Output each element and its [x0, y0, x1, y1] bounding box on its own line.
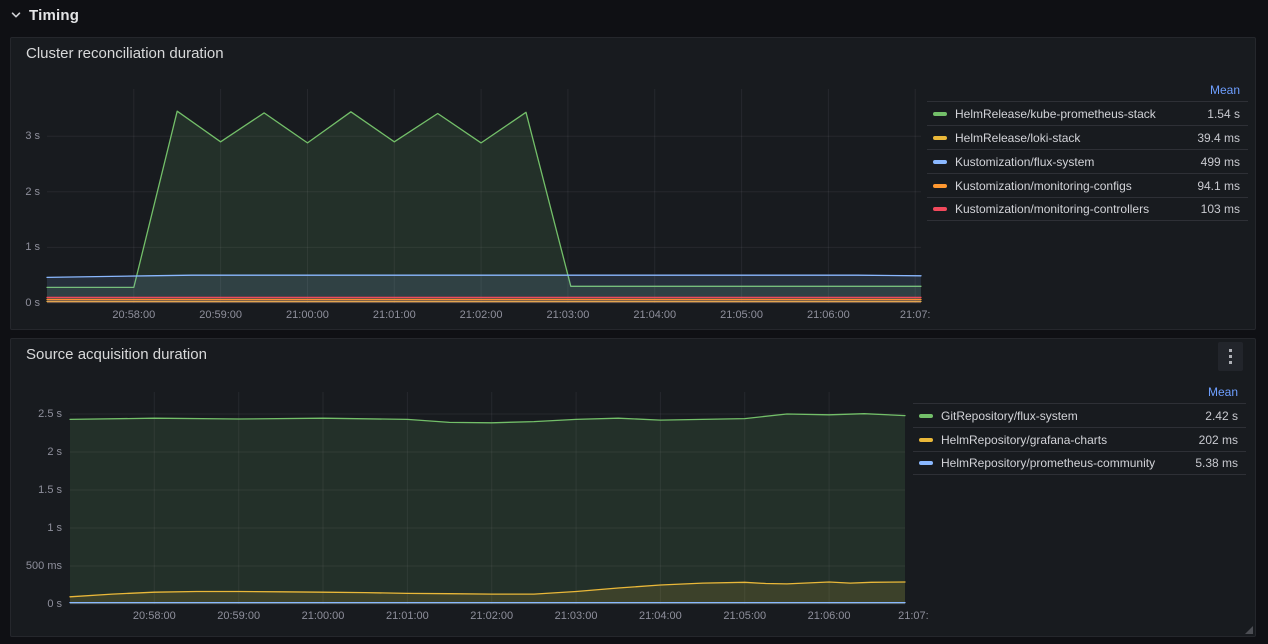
legend-row[interactable]: HelmRepository/grafana-charts 202 ms	[913, 427, 1246, 451]
x-tick-label: 21:06:00	[807, 610, 851, 622]
legend-mean-value: 94.1 ms	[1197, 178, 1240, 193]
series-color-swatch	[919, 413, 933, 418]
time-series-plot[interactable]	[46, 89, 922, 304]
x-tick-label: 21:02:00	[459, 309, 503, 321]
legend-row[interactable]: HelmRelease/kube-prometheus-stack 1.54 s	[927, 101, 1248, 125]
x-tick-label: 21:04:00	[633, 309, 677, 321]
y-axis-labels: 0 s 500 ms 1 s 1.5 s 2 s 2.5 s	[11, 339, 62, 636]
legend-label[interactable]: HelmRepository/prometheus-community	[941, 456, 1156, 470]
legend-mean-value: 103 ms	[1200, 202, 1240, 216]
series-line	[69, 581, 906, 598]
y-tick-label: 500 ms	[25, 560, 62, 572]
y-tick-label: 1 s	[25, 241, 40, 254]
panel-source-acquisition-duration: Source acquisition duration 0 s 500 ms 1 s…	[10, 338, 1256, 637]
series-color-swatch	[933, 111, 947, 116]
legend-row[interactable]: Kustomization/monitoring-configs 94.1 ms	[927, 173, 1248, 197]
x-tick-label: 21:07:	[899, 309, 931, 321]
legend-row[interactable]: Kustomization/flux-system 499 ms	[927, 149, 1248, 173]
x-tick-label: 20:58:00	[132, 610, 176, 622]
panel-resize-handle[interactable]	[1245, 626, 1253, 634]
y-tick-label: 0 s	[47, 598, 62, 610]
chevron-down-icon	[11, 12, 21, 18]
time-series-plot[interactable]	[69, 392, 906, 605]
series-fill	[47, 299, 921, 303]
legend-label[interactable]: Kustomization/flux-system	[955, 154, 1095, 169]
section-title: Timing	[29, 6, 80, 24]
series-fill	[47, 275, 921, 303]
x-tick-label: 21:00:00	[301, 610, 345, 622]
x-tick-label: 21:01:00	[372, 309, 416, 321]
x-tick-label: 20:59:00	[199, 309, 243, 321]
y-tick-label: 1 s	[47, 522, 62, 534]
x-tick-label: 21:00:00	[286, 309, 329, 321]
series-color-swatch	[933, 183, 947, 188]
panel-title[interactable]: Source acquisition duration	[26, 346, 207, 363]
y-tick-label: 1.5 s	[38, 484, 62, 497]
y-tick-label: 2 s	[25, 185, 40, 198]
legend-mean-value: 202 ms	[1198, 432, 1238, 447]
panel-cluster-reconciliation-duration: Cluster reconciliation duration 0 s 1 s 2 …	[10, 37, 1256, 330]
x-axis-labels: 20:58:00 20:59:00 21:00:00 21:01:00 21:02:00…	[11, 308, 933, 324]
y-tick-label: 3 s	[25, 130, 40, 143]
legend-mean-value: 1.54 s	[1207, 106, 1240, 121]
x-tick-label: 21:06:00	[806, 309, 850, 321]
x-tick-label: 21:03:00	[554, 610, 598, 622]
y-tick-label: 2 s	[47, 446, 62, 459]
panel-menu-kebab-icon[interactable]	[1218, 342, 1243, 371]
chart-canvas[interactable]	[46, 89, 922, 304]
series-fill	[70, 582, 905, 604]
y-tick-label: 2.5 s	[38, 408, 62, 421]
legend-mean-header[interactable]: Mean	[1209, 83, 1240, 97]
x-tick-label: 21:05:00	[720, 309, 763, 321]
legend-row[interactable]: Kustomization/monitoring-controllers 103…	[927, 197, 1248, 221]
legend-label[interactable]: HelmRelease/kube-prometheus-stack	[955, 106, 1156, 121]
legend-mean-value: 5.38 ms	[1195, 456, 1238, 470]
legend-mean-value: 39.4 ms	[1197, 130, 1240, 145]
chart-canvas[interactable]	[69, 392, 906, 605]
x-tick-label: 21:01:00	[385, 610, 429, 622]
x-axis-labels: 20:58:00 20:59:00 21:00:00 21:01:00 21:02:00…	[11, 609, 930, 625]
x-tick-label: 21:07:	[898, 610, 929, 622]
panel-title[interactable]: Cluster reconciliation duration	[26, 45, 224, 62]
y-tick-label: 0 s	[25, 297, 40, 309]
x-tick-label: 21:04:00	[638, 610, 682, 622]
series-line	[46, 274, 922, 279]
y-axis-labels: 0 s 1 s 2 s 3 s	[11, 38, 40, 329]
legend: Mean GitRepository/flux-system 2.42 s He…	[913, 381, 1246, 475]
series-line	[69, 413, 906, 424]
series-color-swatch	[933, 207, 947, 211]
series-fill	[70, 413, 905, 604]
legend-label[interactable]: GitRepository/flux-system	[941, 408, 1078, 423]
x-tick-label: 21:02:00	[470, 610, 514, 622]
series-color-swatch	[919, 461, 933, 465]
series-color-swatch	[919, 437, 933, 442]
legend-row[interactable]: HelmRepository/prometheus-community 5.38…	[913, 451, 1246, 475]
legend-label[interactable]: HelmRelease/loki-stack	[955, 130, 1081, 145]
legend-mean-value: 2.42 s	[1205, 408, 1238, 423]
x-tick-label: 21:03:00	[546, 309, 590, 321]
section-row-timing[interactable]: Timing	[10, 3, 79, 27]
legend-mean-value: 499 ms	[1200, 154, 1240, 169]
legend: Mean HelmRelease/kube-prometheus-stack 1…	[927, 79, 1248, 221]
x-tick-label: 20:59:00	[217, 610, 261, 622]
legend-label[interactable]: HelmRepository/grafana-charts	[941, 432, 1108, 447]
legend-label[interactable]: Kustomization/monitoring-controllers	[955, 202, 1150, 216]
x-tick-label: 20:58:00	[112, 309, 156, 321]
legend-row[interactable]: HelmRelease/loki-stack 39.4 ms	[927, 125, 1248, 149]
legend-row[interactable]: GitRepository/flux-system 2.42 s	[913, 403, 1246, 427]
legend-mean-header[interactable]: Mean	[1207, 385, 1238, 399]
legend-label[interactable]: Kustomization/monitoring-configs	[955, 178, 1132, 193]
x-tick-label: 21:05:00	[723, 610, 767, 622]
series-line	[46, 110, 922, 289]
series-fill	[47, 111, 921, 303]
series-color-swatch	[933, 135, 947, 140]
series-fill	[47, 297, 921, 303]
series-color-swatch	[933, 159, 947, 164]
